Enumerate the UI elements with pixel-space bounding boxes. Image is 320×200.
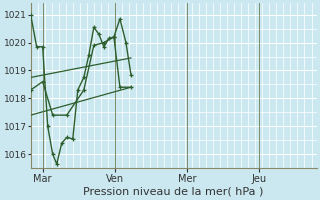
X-axis label: Pression niveau de la mer( hPa ): Pression niveau de la mer( hPa ): [84, 187, 264, 197]
